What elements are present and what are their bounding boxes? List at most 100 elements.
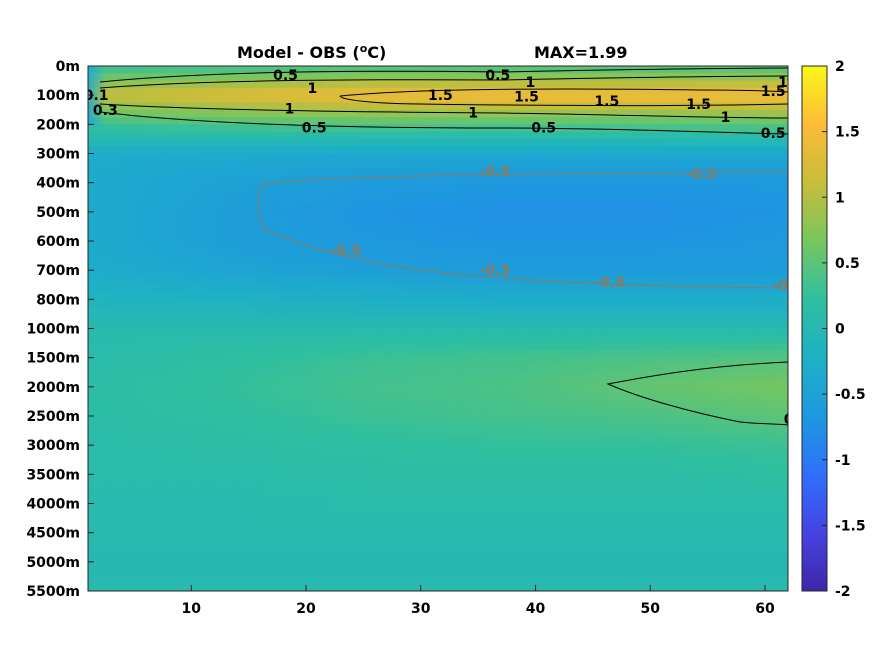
heatmap-cell [200,146,213,155]
heatmap-cell [596,255,608,264]
heatmap-cell [358,452,371,461]
heatmap-cell [121,175,134,184]
heatmap-cell [302,386,315,395]
heatmap-cell [257,379,270,388]
heatmap-cell [88,459,100,468]
heatmap-cell [686,226,699,235]
heatmap-cell [121,204,134,213]
heatmap-cell [731,124,744,133]
heatmap-cell [517,335,529,344]
heatmap-cell [505,583,518,591]
heatmap-cell [370,284,383,293]
heatmap-cell [618,241,631,249]
heatmap-cell [347,292,360,300]
heatmap-cell [268,131,281,140]
heatmap-cell [189,364,202,373]
heatmap-cell [528,583,541,591]
heatmap-cell [731,292,744,300]
heatmap-cell [121,211,134,220]
heatmap-cell [426,467,439,475]
heatmap-cell [121,189,134,198]
heatmap-cell [144,219,157,228]
heatmap-cell [291,153,304,162]
heatmap-cell [313,95,326,104]
heatmap-cell [223,197,236,206]
heatmap-cell [449,350,462,359]
heatmap-cell [257,343,270,351]
heatmap-cell [629,525,642,534]
heatmap-cell [178,87,191,96]
heatmap-cell [189,160,202,169]
heatmap-cell [234,510,247,519]
heatmap-cell [88,292,100,300]
heatmap-cell [302,343,315,351]
heatmap-cell [99,138,112,147]
heatmap-cell [697,408,710,417]
heatmap-cell [471,459,484,468]
heatmap-cell [596,95,608,104]
heatmap-cell [392,518,405,526]
heatmap-cell [494,539,507,548]
heatmap-cell [505,547,518,556]
heatmap-cell [268,554,281,563]
heatmap-cell [325,496,337,505]
x-tick-label: 50 [641,601,661,617]
heatmap-cell [641,474,654,483]
heatmap-cell [517,233,529,242]
heatmap-cell [178,488,191,497]
heatmap-cell [517,532,529,541]
heatmap-cell [449,452,462,461]
heatmap-cell [200,364,213,373]
heatmap-cell [562,182,575,191]
heatmap-cell [189,211,202,220]
heatmap-cell [223,87,236,96]
heatmap-cell [438,109,450,118]
heatmap-cell [358,459,371,468]
heatmap-cell [505,510,518,519]
heatmap-cell [438,430,450,439]
heatmap-cell [200,554,213,563]
heatmap-cell [517,66,529,74]
heatmap-cell [121,423,134,432]
heatmap-cell [697,255,710,264]
heatmap-cell [708,430,721,439]
heatmap-cell [675,416,687,424]
heatmap-cell [618,306,631,315]
heatmap-cell [144,423,157,432]
heatmap-cell [641,364,654,373]
heatmap-cell [279,109,292,118]
heatmap-cell [257,539,270,548]
heatmap-cell [302,430,315,439]
heatmap-cell [200,189,213,198]
heatmap-cell [720,197,733,206]
heatmap-cell [708,124,721,133]
heatmap-cell [121,561,134,570]
heatmap-cell [144,459,157,468]
heatmap-cell [584,583,597,591]
heatmap-cell [697,66,710,74]
heatmap-cell [358,197,371,206]
heatmap-cell [550,576,563,585]
heatmap-cell [460,262,473,271]
heatmap-cell [223,117,236,125]
heatmap-cell [686,66,699,74]
heatmap-cell [562,102,575,111]
heatmap-cell [336,299,349,308]
heatmap-cell [392,576,405,585]
heatmap-cell [200,248,213,257]
heatmap-cell [460,423,473,432]
heatmap-cell [189,197,202,206]
heatmap-cell [776,270,788,279]
heatmap-cell [607,423,620,432]
heatmap-cell [370,518,383,526]
heatmap-cell [178,241,191,249]
heatmap-cell [370,146,383,155]
heatmap-cell [358,306,371,315]
heatmap-cell [754,66,767,74]
heatmap-cell [720,138,733,147]
heatmap-cell [528,241,541,249]
heatmap-cell [291,437,304,446]
heatmap-cell [144,73,157,82]
heatmap-cell [607,109,620,118]
heatmap-cell [663,335,676,344]
